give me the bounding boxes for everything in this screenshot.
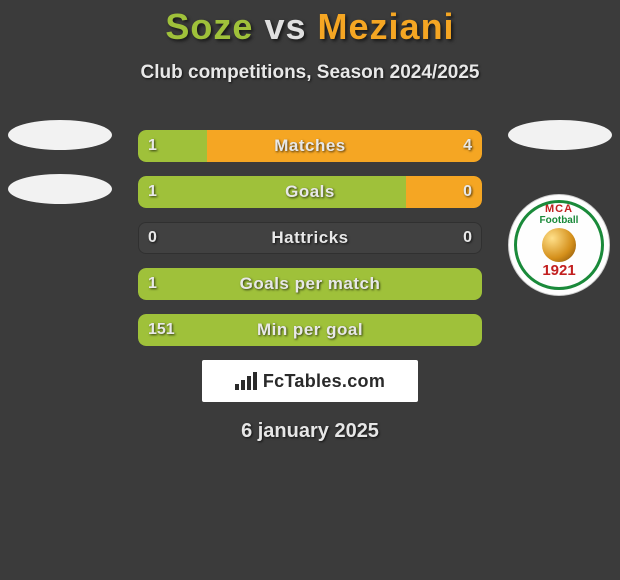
stat-label: Goals per match xyxy=(240,274,381,294)
branding[interactable]: FcTables.com xyxy=(202,360,418,402)
stat-label: Hattricks xyxy=(271,228,348,248)
badge-line2: Football xyxy=(540,215,579,226)
badge-ring-icon xyxy=(514,200,604,290)
stat-value-left: 1 xyxy=(148,137,157,155)
stat-value-right: 0 xyxy=(463,229,472,247)
stat-value-left: 0 xyxy=(148,229,157,247)
stat-value-right: 0 xyxy=(463,183,472,201)
ellipse-icon xyxy=(8,174,112,204)
player1-logo xyxy=(8,120,112,228)
date-label: 6 january 2025 xyxy=(0,420,620,443)
subtitle: Club competitions, Season 2024/2025 xyxy=(0,62,620,84)
stat-row: 151 Min per goal xyxy=(138,314,482,346)
stat-value-left: 151 xyxy=(148,321,175,339)
branding-text: FcTables.com xyxy=(263,371,385,392)
player2-logo: MCA Football 1921 xyxy=(508,120,612,296)
bar-fill-left xyxy=(138,176,406,208)
stat-value-left: 1 xyxy=(148,275,157,293)
club-badge: MCA Football 1921 xyxy=(508,194,610,296)
stat-label: Matches xyxy=(274,136,346,156)
player1-name: Soze xyxy=(165,6,253,47)
ellipse-icon xyxy=(8,120,112,150)
stat-label: Min per goal xyxy=(257,320,363,340)
header: Soze vs Meziani Club competitions, Seaso… xyxy=(0,0,620,84)
bars-icon xyxy=(235,372,257,390)
stat-label: Goals xyxy=(285,182,335,202)
badge-orb-icon xyxy=(542,228,576,262)
vs-label: vs xyxy=(264,6,306,47)
badge-line1: MCA xyxy=(545,203,573,215)
badge-year: 1921 xyxy=(542,262,575,279)
stats-bars: 1 4 Matches 1 0 Goals 0 0 Hattricks 1 Goals per ma… xyxy=(138,130,482,346)
ellipse-icon xyxy=(508,120,612,150)
player2-name: Meziani xyxy=(318,6,455,47)
stat-row: 1 0 Goals xyxy=(138,176,482,208)
stat-row: 1 4 Matches xyxy=(138,130,482,162)
page-title: Soze vs Meziani xyxy=(0,6,620,48)
stat-row: 1 Goals per match xyxy=(138,268,482,300)
stat-value-left: 1 xyxy=(148,183,157,201)
stat-value-right: 4 xyxy=(463,137,472,155)
stat-row: 0 0 Hattricks xyxy=(138,222,482,254)
